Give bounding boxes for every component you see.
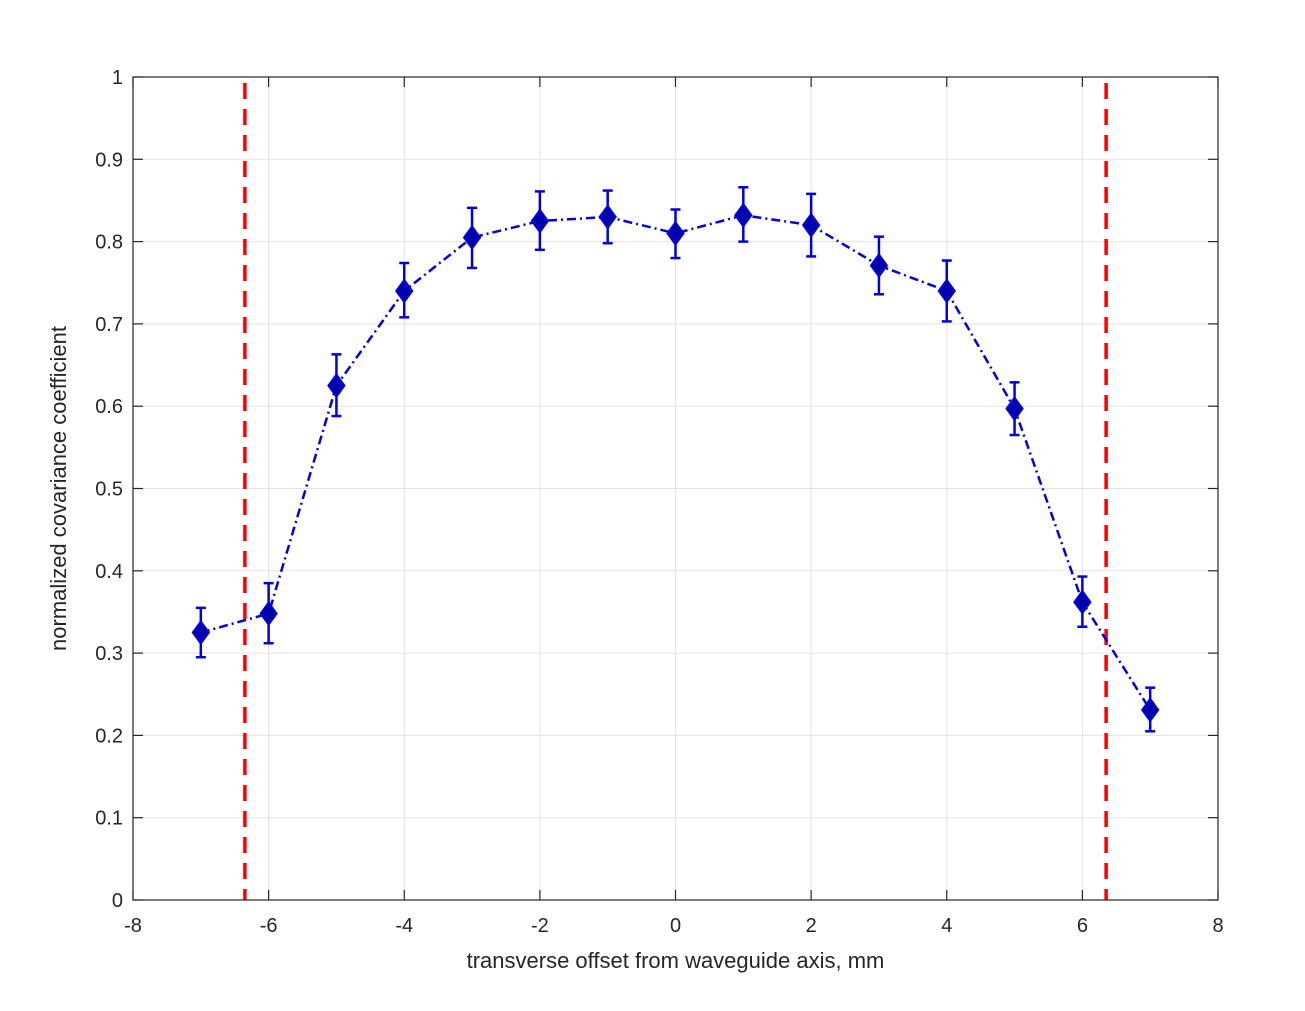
data-point: [869, 252, 889, 279]
y-tick-label: 0.5: [95, 479, 123, 501]
series: [191, 186, 1160, 733]
x-tick-label: 2: [806, 915, 817, 937]
x-tick-label: -8: [124, 915, 142, 937]
data-point: [462, 224, 482, 251]
x-tick-label: 0: [670, 915, 681, 937]
data-point: [530, 208, 550, 234]
y-axis-label: normalized covariance coefficient: [46, 326, 71, 651]
y-tick-label: 0.4: [95, 561, 123, 583]
data-point: [1140, 697, 1160, 723]
x-tick-label: -2: [531, 915, 549, 937]
series-line: [200, 213, 1152, 711]
x-tick-label: 8: [1212, 915, 1223, 937]
x-tick-label: 4: [941, 915, 952, 937]
data-point: [327, 372, 346, 399]
data-point: [1005, 395, 1024, 422]
x-tick-label: 6: [1077, 915, 1088, 937]
y-tick-label: 0.1: [95, 808, 123, 830]
data-point: [395, 278, 414, 304]
y-tick-label: 0.6: [95, 396, 123, 418]
data-point: [191, 619, 211, 646]
data-point: [598, 204, 617, 230]
y-tick-label: 0.7: [95, 314, 123, 336]
data-point: [666, 220, 685, 247]
y-tick-label: 0.2: [95, 725, 123, 747]
data-point: [801, 212, 821, 238]
data-point: [734, 202, 753, 228]
y-tick-label: 0: [112, 890, 123, 912]
reference-lines: [243, 83, 1108, 900]
y-tick-label: 0.8: [95, 232, 123, 254]
x-tick-label: -4: [395, 915, 413, 937]
y-tick-label: 0.3: [95, 643, 123, 665]
y-tick-label: 0.9: [95, 149, 123, 171]
x-tick-label: -6: [260, 915, 278, 937]
y-tick-label: 1: [112, 67, 123, 89]
data-point: [937, 278, 956, 304]
data-point: [1073, 589, 1092, 615]
axis-ticks: -8 -6 -4 -2 0 2 4 6 8 0 0.1 0.2 0.3 0.4 0.5 0.6 0.7 0.8 0.…: [95, 67, 1223, 937]
x-axis-label: transverse offset from waveguide axis, m…: [467, 948, 885, 973]
data-point: [259, 600, 278, 627]
